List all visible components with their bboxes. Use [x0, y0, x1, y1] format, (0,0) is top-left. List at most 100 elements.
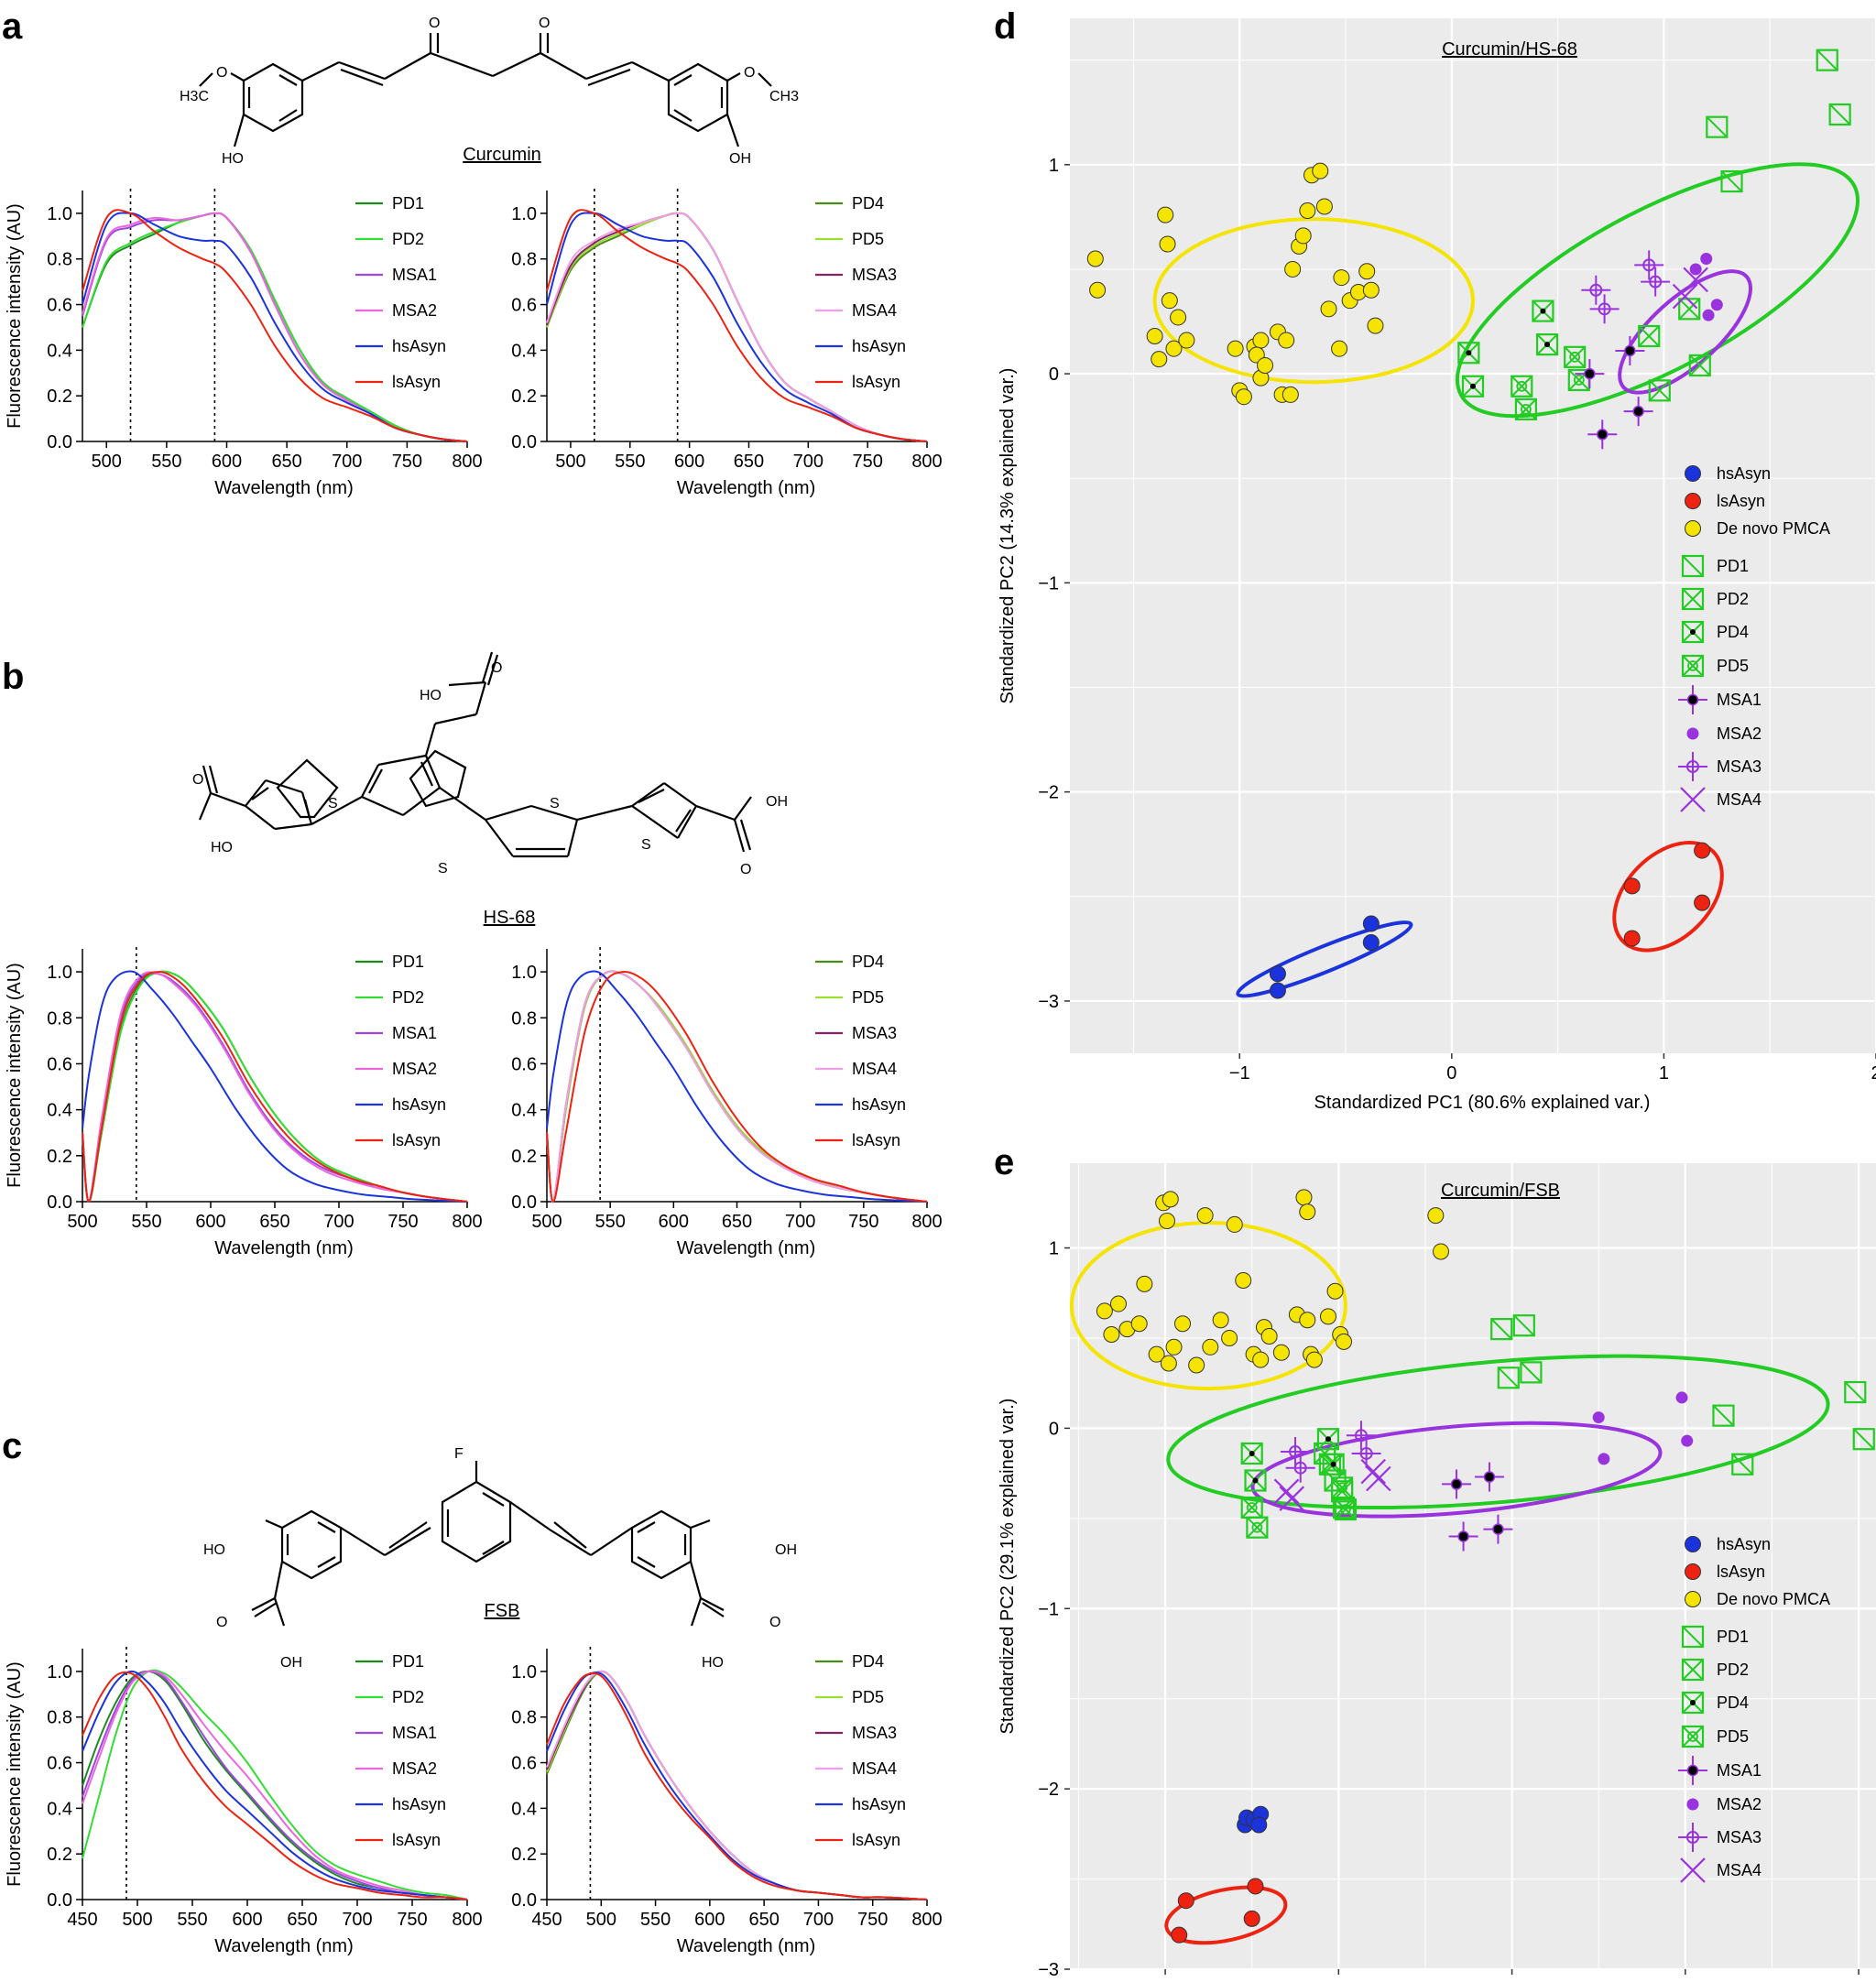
- series-line-pd2: [82, 212, 468, 442]
- marker-pd5: [1511, 375, 1533, 397]
- marker-pd1: [1720, 169, 1743, 193]
- marker-legend-pd2: [1681, 587, 1705, 611]
- marker-hsasyn: [1250, 1816, 1268, 1834]
- x-tick-label: 700: [332, 452, 362, 472]
- x-tick-label: 800: [911, 1212, 942, 1232]
- x-tick-label: 550: [177, 1910, 207, 1930]
- marker-pd1: [1706, 115, 1729, 138]
- marker-de-novo-pmca: [1146, 327, 1163, 344]
- marker-de-novo-pmca: [1257, 356, 1274, 374]
- y-tick-label: 1: [1049, 156, 1059, 176]
- marker-legend-msa3: [1678, 752, 1707, 781]
- chart-a-right: 500 550 600 650 700 750 800 0.0 0.2 0.4 0.6 0.8 1.0 P…: [511, 189, 943, 498]
- pca-title: Curcumin/FSB: [1441, 1181, 1560, 1201]
- legend-label-hsasyn: hsAsyn: [1717, 1535, 1771, 1553]
- marker-legend-hsasyn: [1685, 1536, 1701, 1552]
- x-tick-label: 500: [92, 452, 122, 472]
- atom-label: O: [429, 16, 440, 31]
- marker-legend-msa1: [1678, 1756, 1707, 1785]
- marker-de-novo-pmca: [1252, 332, 1270, 349]
- legend-label-msa3: MSA3: [1717, 1828, 1761, 1846]
- marker-pd5: [1564, 345, 1587, 368]
- fsb-structure-title: FSB: [485, 1601, 520, 1621]
- chart-b-left: 500 550 600 650 700 750 800 0.0 0.2 0.4 0.6 0.8 1.0 P…: [5, 947, 483, 1258]
- marker-msa2: [1689, 263, 1702, 276]
- marker-de-novo-pmca: [1103, 1326, 1120, 1344]
- marker-legend-msa3: [1678, 1823, 1707, 1852]
- x-axis-label: Wavelength (nm): [677, 478, 816, 498]
- marker-de-novo-pmca: [1358, 263, 1376, 280]
- x-tick-label: 750: [848, 1212, 878, 1232]
- atom-label: CH3: [769, 89, 799, 104]
- marker-msa4: [1366, 1465, 1391, 1492]
- legend-label-pd5: PD5: [852, 988, 884, 1007]
- marker-legend-pd1: [1681, 1625, 1705, 1649]
- legend-label-lsasyn: lsAsyn: [392, 373, 441, 391]
- marker-msa4: [1360, 1458, 1386, 1485]
- legend-label-pd4: PD4: [1717, 1693, 1749, 1712]
- marker-de-novo-pmca: [1165, 340, 1183, 357]
- confidence-ellipse-pmca: [1152, 217, 1475, 385]
- series-line-lsasyn: [546, 209, 928, 442]
- marker-pd4: [1322, 1453, 1345, 1476]
- x-tick-label: 700: [323, 1212, 354, 1232]
- y-tick-label: −1: [1038, 573, 1059, 594]
- y-tick-label: −2: [1038, 783, 1059, 803]
- atom-label: S: [328, 796, 338, 811]
- y-tick-label: 0.2: [511, 387, 537, 407]
- y-tick-label: 0.0: [511, 1192, 537, 1213]
- y-tick-label: 0.6: [47, 1054, 72, 1074]
- marker-de-novo-pmca: [1130, 1315, 1148, 1333]
- legend-label-hsasyn: hsAsyn: [852, 1795, 906, 1813]
- marker-pd1: [1490, 1318, 1513, 1341]
- marker-de-novo-pmca: [1235, 388, 1252, 406]
- y-tick-label: 1.0: [47, 963, 72, 983]
- marker-de-novo-pmca: [1157, 206, 1174, 223]
- x-tick-label: 600: [232, 1910, 262, 1930]
- x-tick-label: 600: [212, 452, 242, 472]
- y-tick-label: 0.2: [47, 1845, 72, 1865]
- confidence-ellipse-msa: [1250, 1421, 1663, 1519]
- marker-legend-hsasyn: [1685, 465, 1701, 482]
- atom-label: O: [216, 65, 227, 81]
- x-tick-label: 450: [531, 1910, 562, 1930]
- x-tick-label: 800: [452, 452, 482, 472]
- legend-label-pd2: PD2: [1717, 1661, 1749, 1679]
- marker-legend-msa4: [1680, 787, 1706, 812]
- y-tick-label: 1.0: [511, 204, 537, 224]
- marker-de-novo-pmca: [1165, 1338, 1183, 1356]
- fsb-atom-labels: F HO OH O OH HO O: [203, 1446, 797, 1671]
- atom-label: HO: [211, 840, 233, 855]
- y-tick-label: 0.0: [511, 1890, 537, 1911]
- y-tick-label: 0.2: [47, 387, 72, 407]
- marker-legend-pd4: [1681, 620, 1705, 644]
- marker-de-novo-pmca: [1305, 1351, 1323, 1368]
- marker-msa3: [1281, 1436, 1311, 1466]
- y-tick-label: 0.6: [511, 296, 537, 316]
- legend-label-pd1: PD1: [1717, 1628, 1749, 1646]
- x-tick-label: 550: [151, 452, 181, 472]
- marker-de-novo-pmca: [1161, 292, 1178, 310]
- marker-pd2: [1648, 379, 1671, 402]
- y-tick-label: 0: [1049, 365, 1059, 385]
- marker-lsasyn: [1247, 1878, 1264, 1895]
- legend-label-pd4: PD4: [852, 1652, 884, 1671]
- marker-lsasyn: [1171, 1926, 1188, 1944]
- marker-pd5: [1331, 1476, 1354, 1499]
- atom-label: O: [216, 1615, 227, 1630]
- x-tick-label: 500: [586, 1910, 616, 1930]
- legend-label-lsasyn: lsAsyn: [852, 1131, 900, 1149]
- legend-label-lsasyn: lsAsyn: [852, 1831, 900, 1849]
- series-line-msa2: [82, 1670, 468, 1900]
- marker-de-novo-pmca: [1312, 162, 1329, 180]
- x-tick-label: 1: [1659, 1063, 1669, 1084]
- atom-label: H3C: [180, 89, 209, 104]
- x-tick-label: 500: [122, 1910, 152, 1930]
- y-tick-label: 0.4: [511, 341, 537, 361]
- x-tick-label: 600: [674, 452, 704, 472]
- series-line-lsasyn: [82, 971, 468, 1203]
- legend-label-msa4: MSA4: [1717, 1861, 1761, 1879]
- x-tick-label: 2: [1871, 1063, 1876, 1084]
- marker-msa4: [1273, 1478, 1300, 1505]
- chart-c-left: 450 500 550 600 650 700 750 800 0.0 0.2 0.4 0.6 0.8 1…: [5, 1647, 483, 1956]
